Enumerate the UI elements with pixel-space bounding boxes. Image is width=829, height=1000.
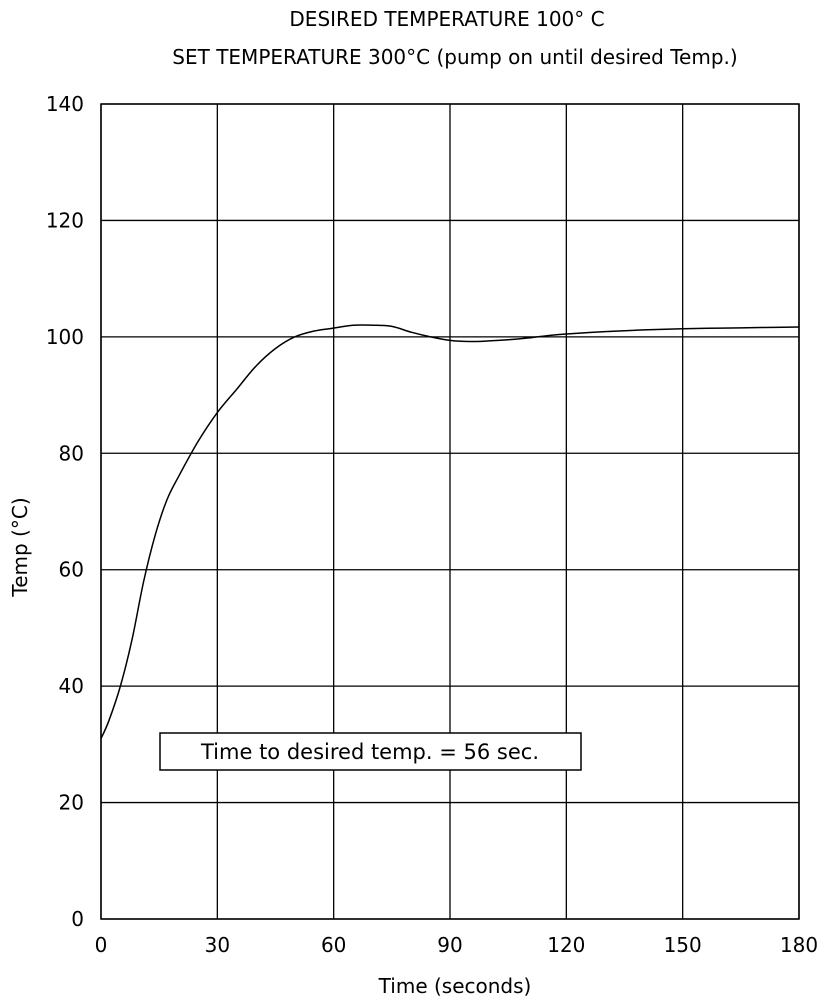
plot-frame [100,103,800,920]
y-tick-label: 40 [59,674,84,698]
annotation-frame [159,732,582,771]
chart-subtitle: SET TEMPERATURE 300°C (pump on until des… [172,45,737,69]
x-tick-labels: 0 30 60 90 120 150 180 [95,933,818,957]
x-tick-label: 150 [664,933,702,957]
y-tick-label: 20 [59,791,84,815]
series-group [100,324,800,739]
annotation-text: Time to desired temp. = 56 sec. [200,740,539,764]
y-tick-label: 80 [59,441,84,465]
y-tick-label: 60 [59,558,84,582]
y-tick-label: 100 [46,325,84,349]
annotation-box: Time to desired temp. = 56 sec. [159,732,582,771]
y-tick-labels: 0 20 40 60 80 100 120 140 [46,92,84,931]
x-tick-label: 0 [95,933,108,957]
chart-title: DESIRED TEMPERATURE 100° C [289,7,604,31]
x-tick-label: 120 [547,933,585,957]
x-tick-label: 90 [437,933,462,957]
y-tick-label: 0 [71,907,84,931]
series-line [100,324,800,739]
y-tick-label: 120 [46,208,84,232]
x-tick-label: 60 [321,933,346,957]
y-axis-label: Temp (°C) [8,497,32,597]
x-axis-label: Time (seconds) [378,974,532,998]
x-tick-label: 30 [205,933,230,957]
x-tick-label: 180 [780,933,818,957]
grid [100,103,800,920]
y-tick-label: 140 [46,92,84,116]
